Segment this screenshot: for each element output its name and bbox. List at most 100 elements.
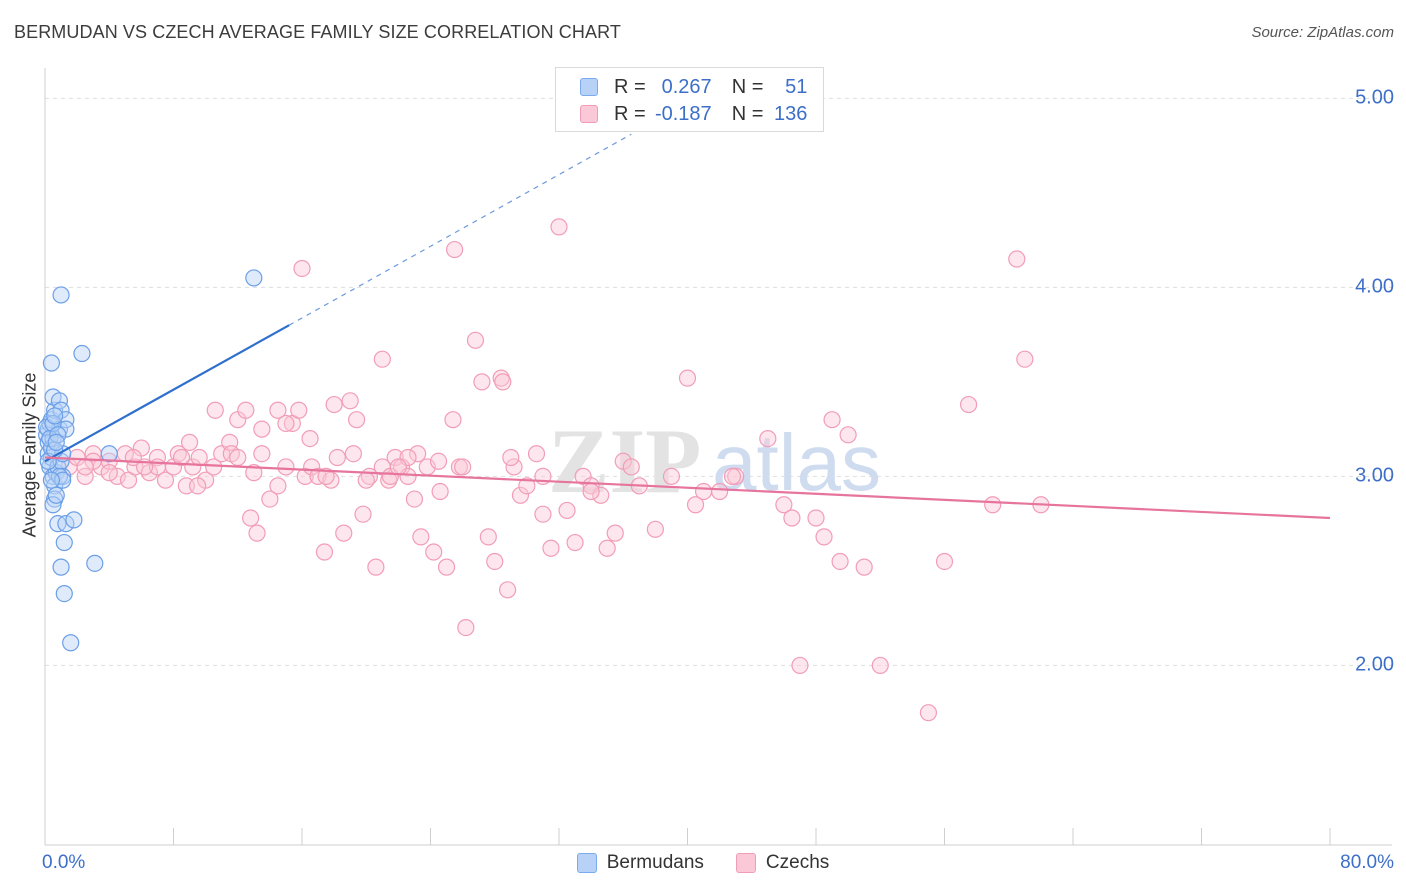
czechs-point	[499, 581, 517, 599]
czechs-point	[518, 477, 536, 495]
czechs-point	[534, 505, 552, 523]
czechs-point	[486, 552, 504, 571]
bermudans-point	[52, 558, 70, 576]
czechs-point	[389, 458, 407, 476]
czechs-point	[622, 458, 640, 476]
czechs-point	[76, 458, 94, 476]
n-label: N =	[731, 75, 764, 98]
bermudans-point	[52, 286, 70, 304]
czechs-point	[425, 543, 443, 561]
czechs-point	[325, 395, 343, 414]
bermudans-point	[44, 496, 62, 514]
czechs-point	[335, 524, 353, 542]
czechs-point	[386, 448, 404, 467]
bermudans-point	[42, 471, 61, 489]
x-tick-label-max: 80.0%	[1340, 852, 1394, 873]
legend-item-bermudans[interactable]: Bermudans	[576, 852, 704, 874]
czechs-point	[815, 528, 833, 546]
r-label: R =	[614, 102, 646, 125]
czechs-point	[317, 467, 335, 486]
bermudans-point	[100, 445, 118, 463]
czechs-point	[542, 539, 560, 557]
czechs-point	[205, 458, 223, 476]
czechs-point	[598, 539, 616, 557]
chart-title: BERMUDAN VS CZECH AVERAGE FAMILY SIZE CO…	[14, 22, 621, 42]
czechs-point	[823, 411, 841, 429]
czechs-point	[354, 505, 372, 523]
czechs-point	[341, 392, 359, 410]
axes	[44, 68, 1392, 846]
czechs-point	[412, 528, 430, 546]
czechs-point	[277, 414, 295, 433]
czechs-point	[437, 558, 456, 576]
czechs-point	[527, 445, 546, 463]
bermudans-trend-line	[44, 324, 290, 463]
czechs-point	[871, 656, 889, 675]
bermudans-point	[46, 401, 64, 419]
bermudans-point	[47, 486, 65, 504]
czechs-point	[759, 429, 777, 448]
r-value: 0.267	[661, 75, 712, 98]
r-label: R =	[614, 75, 646, 98]
czechs-point	[494, 373, 512, 391]
czechs-point	[919, 704, 938, 722]
czechs-trend-line	[44, 456, 1331, 520]
czechs-point	[180, 433, 199, 451]
source-label: Source: ZipAtlas.com	[1251, 24, 1394, 41]
czechs-point	[807, 509, 825, 527]
czechs-point	[405, 490, 424, 508]
czechs-point	[502, 448, 520, 467]
y-tick-label: 5.00	[1355, 86, 1394, 109]
bermudans-point	[42, 354, 61, 372]
bermudans-swatch	[580, 78, 598, 96]
czechs-point	[277, 458, 295, 476]
czechs-point	[245, 464, 263, 482]
bermudans-point	[86, 554, 104, 572]
czechs-point	[1016, 350, 1034, 368]
n-value: 136	[774, 102, 808, 125]
bermudans-point	[245, 269, 263, 287]
czechs-point	[959, 395, 978, 414]
czechs-point	[315, 543, 334, 561]
czechs-point	[775, 496, 793, 514]
czechs-point	[76, 467, 94, 486]
czechs-point	[348, 411, 366, 429]
czechs-point	[148, 448, 167, 467]
czechs-point	[662, 467, 681, 486]
czechs-point	[253, 445, 271, 463]
czechs-point	[296, 467, 314, 486]
czechs-point	[293, 259, 311, 278]
stats-legend-row-czechs: R = -0.187 N = 136	[580, 101, 807, 127]
czechs-point	[466, 331, 485, 349]
czechs-point	[242, 509, 260, 527]
czechs-point	[269, 401, 287, 419]
czechs-point	[1008, 250, 1026, 268]
czechs-point	[172, 448, 191, 467]
czechs-point	[592, 486, 610, 504]
czechs-point	[505, 458, 523, 476]
czechs-point	[373, 350, 391, 368]
czechs-point	[935, 552, 954, 571]
czechs-point	[301, 429, 319, 448]
legend-item-czechs[interactable]: Czechs	[735, 852, 830, 874]
czechs-point	[237, 401, 255, 419]
czechs-point	[791, 656, 809, 675]
bermudans-point	[57, 411, 75, 429]
r-value: -0.187	[654, 102, 712, 125]
czechs-point	[550, 218, 568, 236]
y-axis-label: Average Family Size	[19, 372, 40, 538]
czechs-point	[855, 558, 873, 576]
czechs-point	[429, 452, 448, 470]
czechs-point	[582, 482, 600, 501]
czechs-point	[357, 471, 375, 489]
czechs-point	[261, 490, 279, 508]
czechs-point	[290, 401, 308, 419]
y-tick-label: 4.00	[1355, 275, 1394, 298]
bermudans-point	[57, 515, 75, 533]
czechs-point	[686, 496, 705, 514]
czechs-point	[646, 520, 664, 538]
czechs-point	[839, 426, 857, 444]
watermark-zip: ZIP	[548, 410, 701, 512]
legend-label-czechs: Czechs	[765, 852, 830, 873]
